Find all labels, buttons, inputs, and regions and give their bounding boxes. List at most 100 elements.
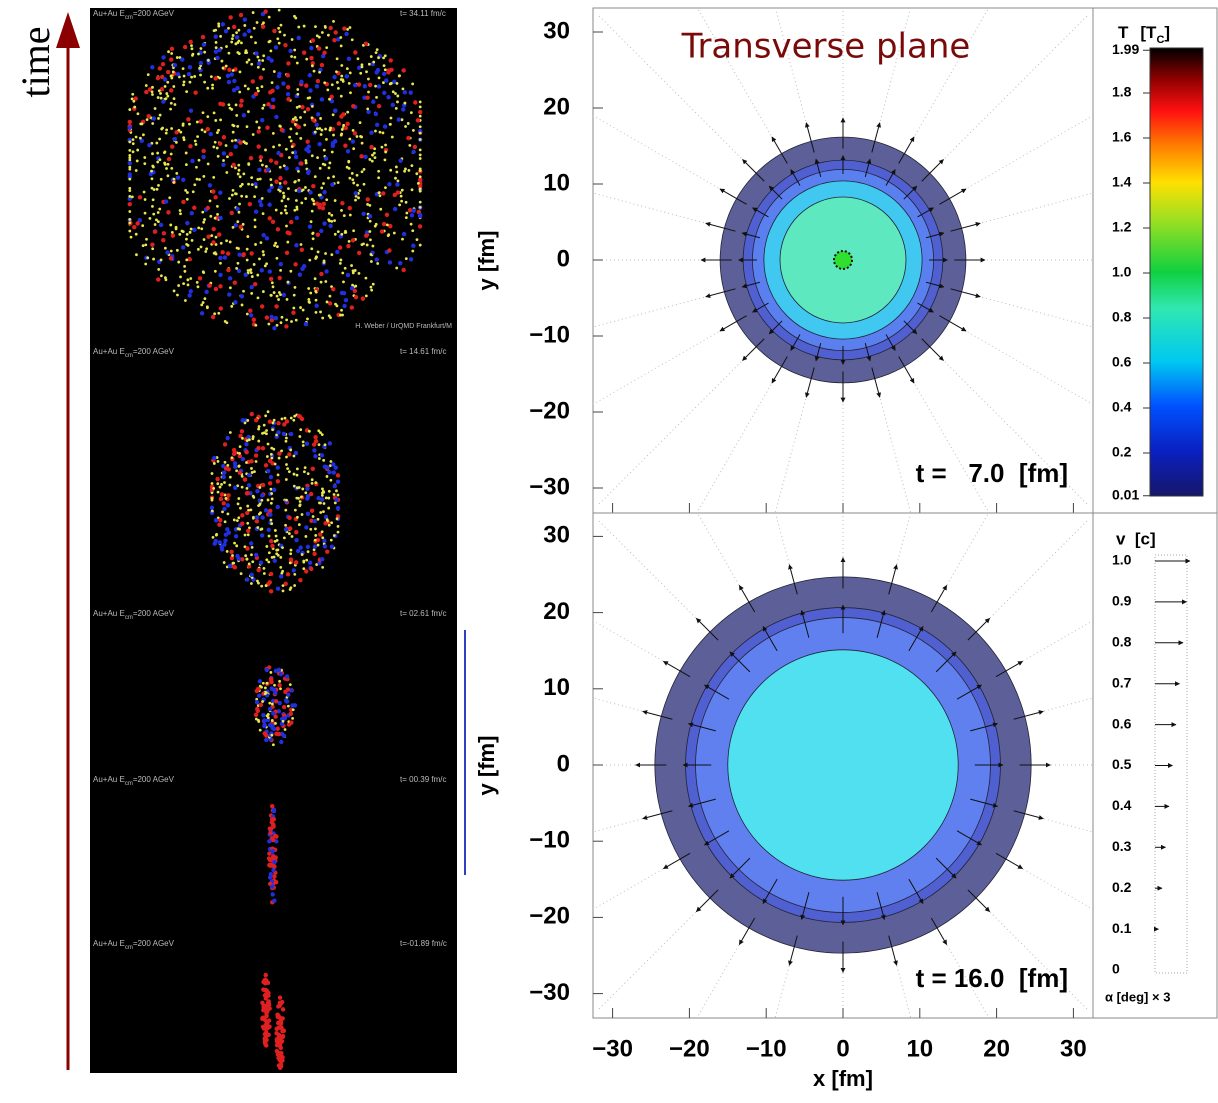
particle	[253, 195, 256, 198]
particle	[202, 271, 205, 274]
particle	[171, 231, 174, 234]
particle	[262, 682, 265, 685]
particle	[151, 205, 154, 208]
particle	[287, 452, 291, 456]
particle	[384, 151, 387, 154]
particle	[353, 131, 357, 135]
particle	[334, 233, 337, 236]
particle	[267, 856, 271, 860]
particle	[330, 539, 333, 542]
y-tick-label: 0	[557, 750, 570, 777]
particle	[375, 96, 378, 99]
particle	[263, 1032, 267, 1036]
particle	[264, 738, 268, 742]
particle	[361, 243, 364, 246]
particle	[405, 212, 408, 215]
particle	[315, 311, 318, 314]
particle	[247, 483, 251, 487]
particle	[241, 486, 244, 489]
colorbar-tick-label: 0.4	[1112, 399, 1132, 415]
particle	[176, 294, 179, 297]
particle	[252, 318, 256, 322]
particle	[319, 167, 322, 170]
particle	[419, 125, 422, 128]
particle	[189, 81, 192, 84]
particle	[410, 223, 413, 226]
time-arrow-head	[56, 12, 80, 48]
particle	[209, 215, 212, 218]
particle	[279, 269, 282, 272]
particle	[322, 182, 325, 185]
particle	[324, 252, 327, 255]
particle	[201, 155, 205, 159]
particle	[195, 143, 198, 146]
particle	[247, 183, 250, 186]
particle	[405, 201, 408, 204]
particle	[275, 257, 278, 260]
particle	[318, 501, 321, 504]
particle	[211, 240, 215, 244]
y-tick-label: 10	[543, 674, 570, 701]
particle	[330, 253, 333, 256]
particle	[379, 131, 382, 134]
particle	[300, 267, 304, 271]
particle	[128, 161, 132, 165]
particle	[293, 262, 297, 266]
particle	[236, 125, 239, 128]
particle	[173, 290, 176, 293]
particle	[277, 298, 280, 301]
particle	[305, 159, 308, 162]
particle	[242, 113, 246, 117]
particle	[340, 132, 343, 135]
particle	[238, 211, 241, 214]
particle	[356, 184, 359, 187]
particle	[214, 270, 217, 273]
particle	[374, 112, 378, 116]
particle	[225, 171, 228, 174]
particle	[401, 238, 404, 241]
particle	[290, 417, 293, 420]
particle	[222, 507, 226, 511]
particle	[212, 176, 215, 179]
particle	[269, 277, 273, 281]
particle	[256, 56, 259, 59]
particle	[401, 118, 404, 121]
particle	[327, 507, 330, 510]
particle	[274, 316, 278, 320]
particle	[254, 713, 258, 717]
particle	[255, 515, 259, 519]
particle	[214, 518, 218, 522]
particle	[190, 44, 193, 47]
particle	[303, 25, 306, 28]
particle	[308, 88, 312, 92]
particle	[229, 241, 232, 244]
particle	[188, 144, 192, 148]
particle	[359, 154, 363, 158]
particle	[235, 544, 238, 547]
particle	[409, 257, 413, 261]
particle	[265, 668, 269, 672]
particle	[299, 500, 302, 503]
particle	[376, 48, 379, 51]
particle	[280, 449, 283, 452]
y-axis-label: y [fm]	[474, 736, 499, 796]
particle	[330, 545, 334, 549]
particle	[267, 839, 271, 843]
particle	[407, 122, 410, 125]
particle	[298, 105, 301, 108]
particle	[314, 25, 317, 28]
particle	[320, 187, 323, 190]
particle	[203, 238, 206, 241]
particle	[335, 70, 338, 73]
particle	[334, 498, 338, 502]
particle	[307, 287, 310, 290]
particle	[391, 103, 395, 107]
particle	[288, 532, 291, 535]
particle	[231, 139, 234, 142]
particle	[316, 233, 320, 237]
particle	[256, 87, 259, 90]
particle	[235, 103, 238, 106]
particle	[255, 700, 259, 704]
particle	[152, 213, 155, 216]
particle	[293, 294, 296, 297]
